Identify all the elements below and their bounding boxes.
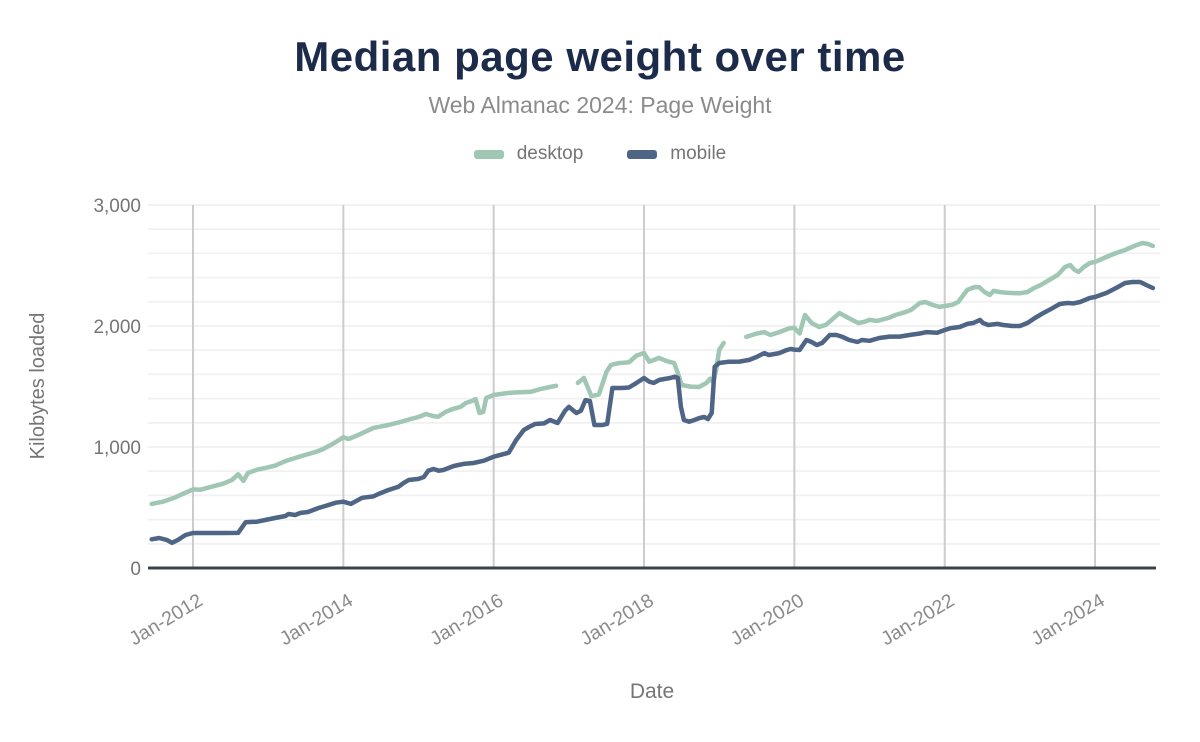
x-tick-Jan-2016: Jan-2016 [426,589,507,650]
x-tick-Jan-2022: Jan-2022 [877,589,958,650]
y-tick-1,000: 1,000 [93,438,141,459]
x-tick-Jan-2012: Jan-2012 [126,589,207,650]
y-tick-3,000: 3,000 [93,196,141,217]
legend-label-desktop: desktop [516,143,584,164]
x-tick-Jan-2014: Jan-2014 [276,589,357,650]
x-tick-Jan-2018: Jan-2018 [577,589,658,650]
series-lines [149,240,1156,546]
legend: desktop mobile [0,143,1200,165]
gridlines [148,204,1160,570]
page-title: Median page weight over time [294,33,906,80]
desktop-series-swatch-icon [473,149,504,159]
desktop-series-line-seg3 [744,240,1156,340]
desktop-series-line-seg2 [575,340,726,399]
desktop-series-line-seg1 [149,383,559,507]
x-tick-Jan-2020: Jan-2020 [727,589,808,650]
x-axis-title: Date [630,680,674,703]
mobile-series-line [149,279,1156,546]
page-subtitle: Web Almanac 2024: Page Weight [428,92,772,118]
mobile-series-swatch-icon [627,149,658,159]
y-tick-2,000: 2,000 [93,317,141,338]
legend-item-mobile[interactable]: mobile [627,143,726,165]
y-tick-0: 0 [130,559,141,580]
x-tick-Jan-2024: Jan-2024 [1028,589,1109,650]
y-axis-title: Kilobytes loaded [27,313,49,460]
legend-label-mobile: mobile [670,143,727,164]
legend-item-desktop[interactable]: desktop [473,143,584,165]
